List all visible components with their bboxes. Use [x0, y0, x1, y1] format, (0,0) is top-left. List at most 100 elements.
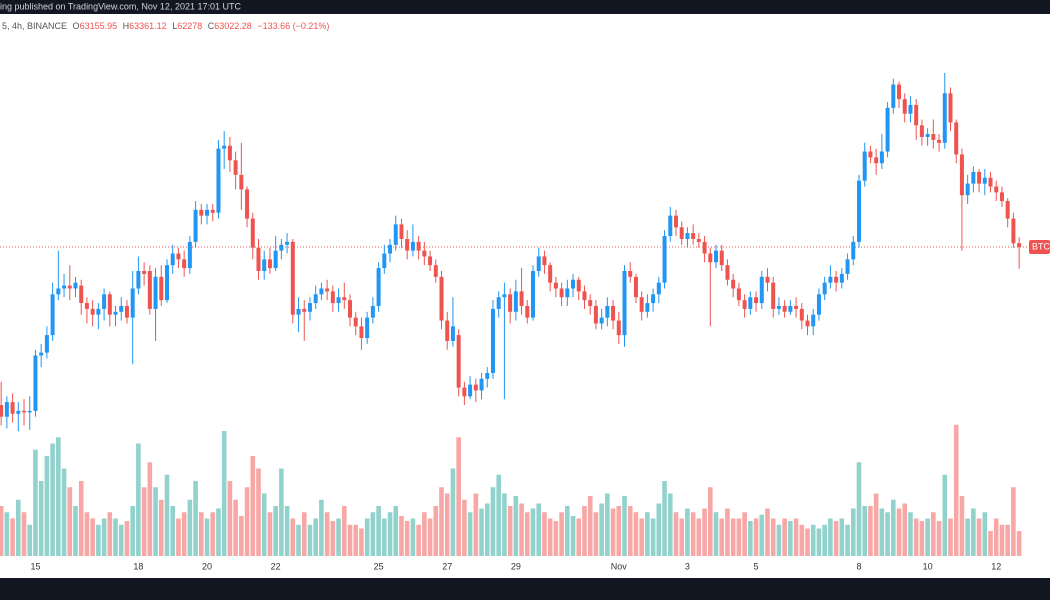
x-tick-label: 22 — [271, 561, 281, 571]
candle-body — [948, 93, 953, 123]
candle-body — [39, 352, 44, 356]
volume-bar — [507, 506, 513, 556]
volume-bar — [822, 524, 827, 556]
volume-bar — [164, 474, 170, 556]
candle-body — [205, 209, 210, 216]
candle-body — [816, 294, 821, 315]
volume-bar — [221, 431, 227, 556]
volume-bar — [908, 512, 913, 556]
volume-bar — [816, 528, 822, 556]
volume-bar — [382, 518, 387, 556]
volume-bar — [793, 518, 799, 556]
volume-bar — [805, 528, 810, 556]
candle-body — [942, 93, 947, 143]
candle-body — [582, 291, 587, 301]
candle-body — [599, 317, 604, 324]
volume-bar — [204, 518, 210, 556]
candle-body — [548, 265, 553, 283]
volume-bar — [730, 518, 736, 556]
volume-bar — [605, 493, 610, 556]
candle-body — [370, 305, 375, 318]
candle-body — [851, 241, 856, 260]
volume-bar — [153, 487, 158, 556]
volume-bar — [27, 524, 33, 556]
candle-body — [919, 125, 924, 137]
candle-body — [856, 180, 861, 242]
candle-body — [416, 241, 421, 251]
volume-bar — [679, 518, 684, 556]
volume-bar — [610, 508, 616, 556]
candle-body — [84, 303, 89, 309]
candle-body — [725, 265, 730, 280]
candle-body — [142, 271, 147, 274]
candle-body — [107, 294, 112, 315]
volume-bar — [359, 528, 364, 556]
candle-body — [988, 177, 993, 187]
candle-body — [902, 99, 907, 114]
candle-body — [136, 271, 141, 289]
candle-body — [622, 271, 627, 336]
candle-body — [719, 250, 724, 266]
candle-body — [656, 282, 661, 295]
candle-body — [67, 285, 72, 289]
volume-bar — [702, 508, 707, 556]
x-tick-label: 27 — [442, 561, 452, 571]
volume-bar — [307, 524, 313, 556]
volume-bar — [776, 524, 782, 556]
candle-body — [502, 294, 507, 298]
candle-body — [908, 104, 913, 114]
volume-bar — [587, 496, 593, 556]
candle-body — [925, 134, 930, 137]
candle-body — [839, 273, 844, 283]
candle-body — [33, 355, 38, 411]
volume-bar — [244, 487, 250, 556]
volume-bar — [759, 514, 765, 556]
volume-bar — [416, 524, 421, 556]
candle-body — [365, 317, 370, 339]
x-tick-label: 8 — [856, 561, 861, 571]
candle-body — [805, 320, 810, 327]
candle-body — [879, 151, 884, 164]
volume-bar — [158, 499, 164, 556]
candle-body — [113, 311, 118, 315]
volume-bar — [1005, 524, 1010, 556]
candle-body — [931, 134, 936, 140]
volume-bar — [490, 487, 496, 556]
volume-bar — [353, 524, 359, 556]
candle-body — [565, 288, 570, 298]
volume-bar — [279, 468, 284, 556]
volume-bar — [713, 512, 719, 556]
candle-body — [164, 265, 169, 301]
candle-body — [393, 224, 398, 245]
volume-bar — [547, 518, 553, 556]
volume-bar — [650, 518, 656, 556]
candle-body — [668, 215, 673, 237]
volume-bar — [725, 508, 730, 556]
volume-bar — [633, 512, 639, 556]
candle-body — [307, 303, 312, 312]
candle-body — [999, 192, 1004, 202]
candle-body — [616, 320, 621, 336]
legend-label: O — [73, 21, 80, 31]
volume-bar — [873, 493, 879, 556]
volume-bar — [696, 518, 702, 556]
price-label: BTC — [1032, 241, 1050, 251]
candle-body — [313, 294, 318, 304]
candle-body — [959, 154, 964, 196]
volume-bar — [496, 474, 501, 556]
candle-body — [250, 218, 255, 248]
candle-body — [759, 276, 764, 304]
volume-bar — [199, 512, 204, 556]
volume-bar — [656, 503, 662, 556]
candle-body — [233, 160, 238, 175]
volume-bar — [250, 456, 256, 556]
volume-bar — [267, 512, 273, 556]
x-tick-label: 12 — [991, 561, 1001, 571]
volume-bar — [364, 518, 370, 556]
candle-body — [691, 233, 696, 239]
candle-body — [273, 250, 278, 269]
volume-bar — [862, 506, 868, 556]
volume-bar — [73, 506, 78, 556]
volume-bar — [988, 531, 993, 556]
